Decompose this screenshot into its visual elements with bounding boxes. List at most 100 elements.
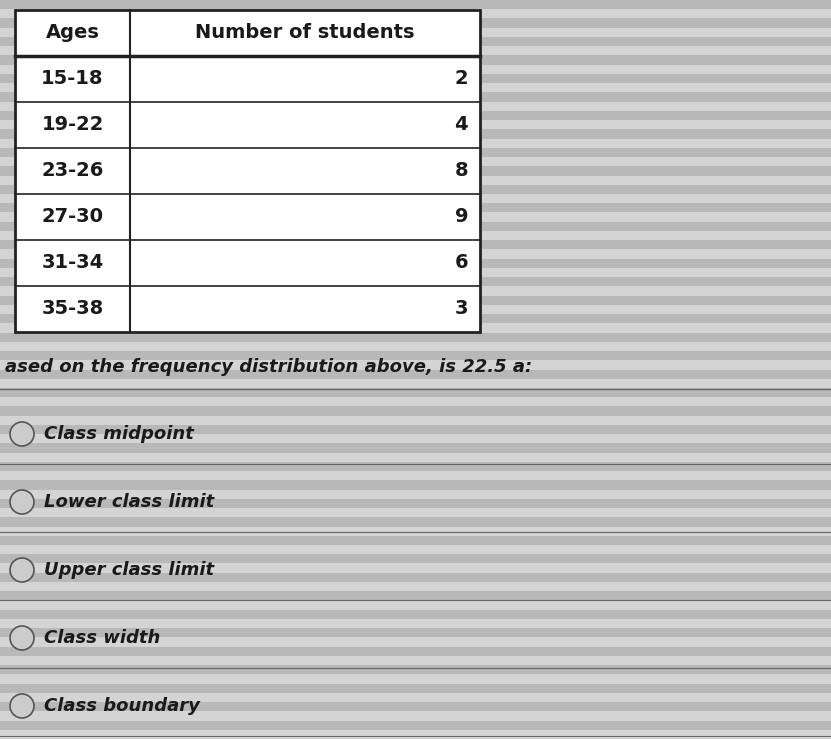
Bar [0, 517, 831, 526]
Bar [0, 37, 831, 46]
Text: 15-18: 15-18 [42, 69, 104, 89]
Bar [0, 333, 831, 341]
Bar [0, 711, 831, 721]
Bar [0, 674, 831, 684]
Bar [0, 9, 831, 18]
Text: 2: 2 [455, 69, 468, 89]
Bar [0, 360, 831, 370]
Bar [0, 64, 831, 74]
Text: ased on the frequency distribution above, is 22.5 a:: ased on the frequency distribution above… [5, 358, 532, 376]
Bar [0, 471, 831, 480]
Bar [0, 637, 831, 647]
Bar [0, 554, 831, 563]
Bar [0, 499, 831, 508]
Bar [0, 415, 831, 425]
Bar [0, 693, 831, 702]
Bar [0, 286, 831, 296]
Bar [0, 46, 831, 55]
Bar [0, 138, 831, 148]
Bar [0, 203, 831, 212]
Bar [0, 166, 831, 175]
Text: 4: 4 [455, 115, 468, 134]
Bar [0, 397, 831, 406]
Text: 8: 8 [455, 162, 468, 180]
Bar [0, 665, 831, 674]
Bar [0, 536, 831, 545]
Text: 35-38: 35-38 [42, 299, 104, 319]
Bar [0, 425, 831, 434]
Bar [0, 157, 831, 166]
Text: Class width: Class width [44, 629, 160, 647]
Text: 9: 9 [455, 208, 468, 226]
Bar [0, 545, 831, 554]
Bar [0, 489, 831, 499]
Bar [0, 378, 831, 388]
Bar [0, 0, 831, 9]
Bar [0, 341, 831, 351]
Bar [0, 148, 831, 157]
Text: Number of students: Number of students [195, 24, 415, 43]
Bar [0, 610, 831, 619]
Bar [0, 296, 831, 304]
Bar [0, 231, 831, 240]
Bar [0, 249, 831, 259]
Bar [0, 92, 831, 101]
Bar [0, 240, 831, 249]
Bar [0, 702, 831, 711]
Bar [0, 18, 831, 27]
Text: Upper class limit: Upper class limit [44, 561, 214, 579]
Bar [0, 573, 831, 582]
Bar [0, 388, 831, 397]
Bar [0, 212, 831, 222]
Circle shape [10, 490, 34, 514]
Text: 6: 6 [455, 253, 468, 273]
Bar [0, 526, 831, 536]
Bar [0, 176, 831, 185]
Bar [0, 111, 831, 120]
Bar [0, 304, 831, 314]
Bar [0, 194, 831, 203]
Bar [0, 277, 831, 286]
Circle shape [10, 422, 34, 446]
Bar [0, 185, 831, 194]
Text: 3: 3 [455, 299, 468, 319]
Bar [0, 628, 831, 637]
Bar [0, 323, 831, 333]
Bar [0, 452, 831, 462]
Text: Class midpoint: Class midpoint [44, 425, 194, 443]
Bar [0, 120, 831, 129]
Bar [0, 55, 831, 64]
Text: 27-30: 27-30 [42, 208, 104, 226]
Text: Ages: Ages [46, 24, 100, 43]
Bar [0, 268, 831, 277]
Circle shape [10, 558, 34, 582]
Bar [0, 129, 831, 138]
Bar [0, 684, 831, 693]
Bar [0, 406, 831, 415]
Bar [0, 314, 831, 323]
Circle shape [10, 626, 34, 650]
Bar [0, 563, 831, 573]
Text: 23-26: 23-26 [42, 162, 104, 180]
Bar [0, 27, 831, 37]
Bar [0, 619, 831, 628]
Bar [0, 84, 831, 92]
Bar [0, 600, 831, 610]
Bar [0, 721, 831, 730]
Circle shape [10, 694, 34, 718]
Bar [0, 434, 831, 443]
Bar [0, 443, 831, 452]
Bar [0, 259, 831, 268]
Bar [0, 101, 831, 111]
Bar [15, 10, 480, 332]
Bar [0, 582, 831, 591]
Text: Lower class limit: Lower class limit [44, 493, 214, 511]
Text: 19-22: 19-22 [42, 115, 104, 134]
Bar [0, 508, 831, 517]
Text: 31-34: 31-34 [42, 253, 104, 273]
Bar [0, 591, 831, 600]
Bar [0, 647, 831, 656]
Bar [0, 656, 831, 665]
Text: Class boundary: Class boundary [44, 697, 200, 715]
Bar [0, 462, 831, 471]
